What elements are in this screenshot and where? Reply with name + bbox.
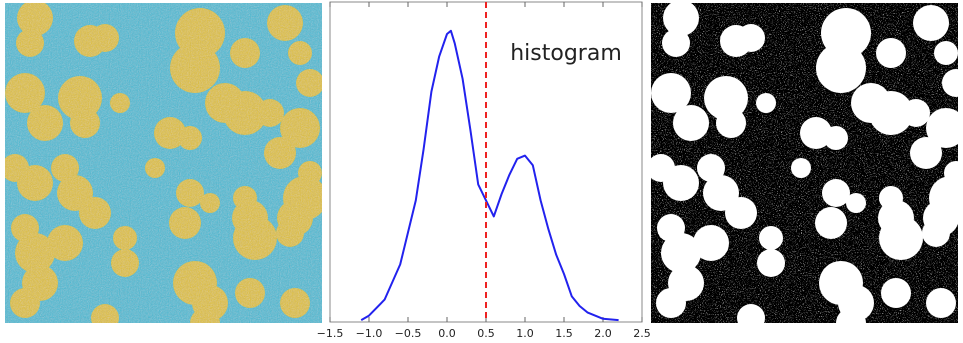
x-tick-label: 2.0 <box>594 327 612 340</box>
x-tick-label: 0.0 <box>438 327 456 340</box>
noisy-image <box>5 3 322 323</box>
density-line <box>360 29 619 322</box>
x-tick-label: −1.5 <box>317 327 344 340</box>
x-tick-label: −1.0 <box>356 327 383 340</box>
x-tick-label: 0.5 <box>477 327 495 340</box>
thresholded-image <box>651 3 963 323</box>
x-tick-label: −0.5 <box>395 327 422 340</box>
annotation: histogram <box>510 41 622 66</box>
x-tick-label: 2.5 <box>633 327 651 340</box>
x-tick-label: 1.5 <box>555 327 573 340</box>
x-tick-label: 1.0 <box>516 327 534 340</box>
